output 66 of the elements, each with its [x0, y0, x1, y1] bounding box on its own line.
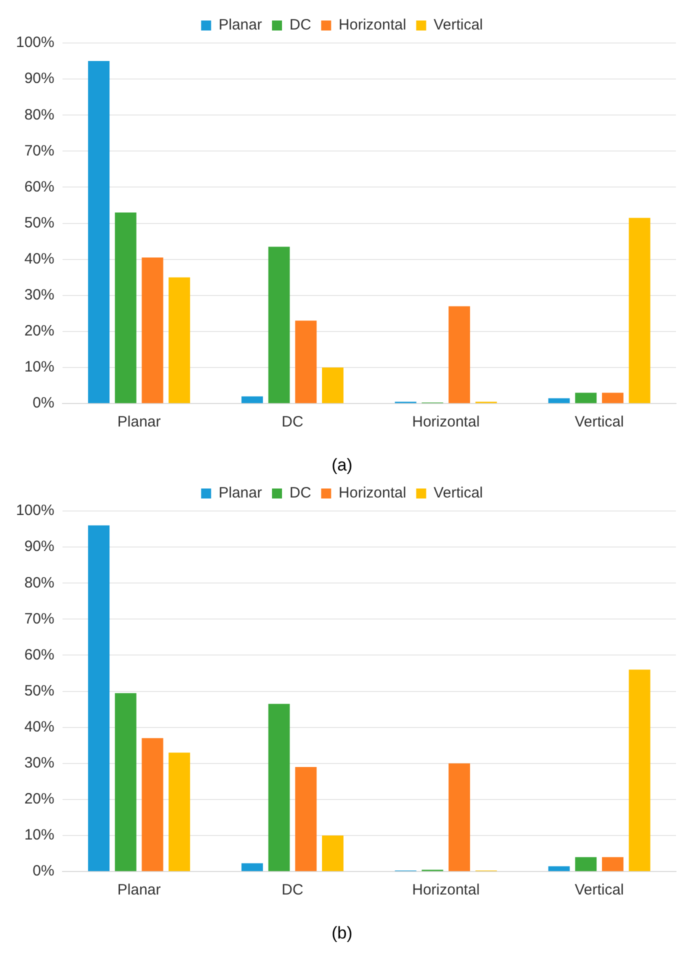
bar — [88, 525, 110, 872]
legend-label: DC — [289, 484, 312, 502]
legend-label: Vertical — [434, 16, 483, 34]
bar — [142, 258, 164, 404]
y-tick-label: 50% — [24, 682, 54, 700]
x-tick-label: Horizontal — [412, 882, 480, 899]
bar — [602, 857, 624, 872]
x-tick-label: Planar — [117, 882, 161, 899]
legend-label: Horizontal — [338, 484, 406, 502]
y-tick-label: 90% — [24, 538, 54, 556]
bar — [241, 863, 263, 872]
x-tick-label: Vertical — [574, 882, 624, 899]
text: (a) — [332, 455, 352, 474]
x-tick-label: Planar — [117, 414, 161, 431]
y-tick-label: 100% — [16, 34, 54, 52]
bar — [548, 866, 570, 872]
legend-label: Horizontal — [338, 16, 406, 34]
legend-label: Planar — [218, 484, 262, 502]
x-tick-label: Vertical — [574, 414, 624, 431]
x-tick-label: DC — [282, 414, 304, 431]
text: (b) — [332, 923, 352, 942]
y-tick-label: 30% — [24, 286, 54, 304]
x-tick-label: DC — [282, 882, 304, 899]
y-tick-label: 20% — [24, 790, 54, 808]
y-tick-label: 70% — [24, 610, 54, 628]
bar — [575, 392, 597, 404]
bar — [114, 693, 136, 872]
y-tick-label: 50% — [24, 214, 54, 232]
bar — [448, 763, 470, 872]
y-tick-label: 40% — [24, 718, 54, 736]
bar — [88, 61, 110, 404]
bar — [628, 218, 650, 404]
y-tick-label: 60% — [24, 178, 54, 196]
y-tick-label: 0% — [32, 394, 54, 412]
legend-label: Vertical — [434, 484, 483, 502]
bar — [168, 277, 190, 404]
bar — [602, 392, 624, 404]
y-tick-label: 80% — [24, 106, 54, 124]
y-tick-label: 20% — [24, 322, 54, 340]
x-tick-label: Horizontal — [412, 414, 480, 431]
bar — [268, 246, 290, 404]
bar — [268, 704, 290, 872]
legend-label: Planar — [218, 16, 262, 34]
y-tick-label: 100% — [16, 502, 54, 520]
bar — [241, 396, 263, 404]
y-tick-label: 10% — [24, 826, 54, 844]
bar — [448, 306, 470, 404]
y-tick-label: 70% — [24, 142, 54, 160]
bar — [322, 836, 344, 872]
bar — [322, 368, 344, 404]
y-tick-label: 40% — [24, 250, 54, 268]
y-tick-label: 10% — [24, 358, 54, 376]
y-tick-label: 0% — [32, 862, 54, 880]
bar — [295, 320, 317, 404]
y-tick-label: 60% — [24, 646, 54, 664]
y-tick-label: 90% — [24, 70, 54, 88]
bar — [168, 752, 190, 872]
bar — [575, 857, 597, 872]
y-tick-label: 30% — [24, 754, 54, 772]
bar — [548, 398, 570, 404]
legend-label: DC — [289, 16, 312, 34]
bar — [628, 670, 650, 872]
bar — [295, 767, 317, 872]
y-tick-label: 80% — [24, 574, 54, 592]
bar — [114, 212, 136, 404]
bar — [142, 738, 164, 872]
